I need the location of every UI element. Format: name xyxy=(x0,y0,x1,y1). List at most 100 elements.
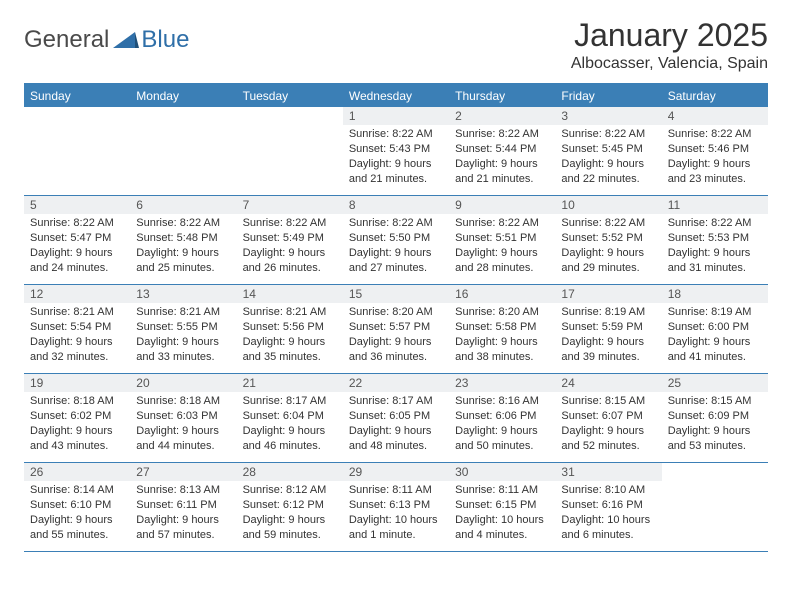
day-of-week-cell: Sunday xyxy=(24,85,130,107)
daylight-label: Daylight: xyxy=(30,514,76,526)
sunrise-value: 8:22 AM xyxy=(499,217,539,229)
sunset-line: Sunset: 6:09 PM xyxy=(668,409,762,424)
day-number: 24 xyxy=(555,374,661,392)
sunset-line: Sunset: 6:13 PM xyxy=(349,498,443,513)
sunset-label: Sunset: xyxy=(455,321,495,333)
daylight-label: Daylight: xyxy=(561,247,607,259)
sunset-label: Sunset: xyxy=(455,410,495,422)
day-body xyxy=(237,125,343,131)
day-of-week-cell: Monday xyxy=(130,85,236,107)
day-of-week-cell: Friday xyxy=(555,85,661,107)
sunrise-value: 8:22 AM xyxy=(711,128,751,140)
daylight-label: Daylight: xyxy=(136,247,182,259)
sunset-line: Sunset: 5:43 PM xyxy=(349,142,443,157)
sunrise-label: Sunrise: xyxy=(30,306,73,318)
sunrise-label: Sunrise: xyxy=(243,395,286,407)
sunset-value: 5:49 PM xyxy=(283,232,324,244)
day-cell: 19Sunrise: 8:18 AMSunset: 6:02 PMDayligh… xyxy=(24,374,130,462)
sunrise-label: Sunrise: xyxy=(668,306,711,318)
daylight-line: Daylight: 10 hours and 1 minute. xyxy=(349,513,443,543)
sunset-value: 5:58 PM xyxy=(495,321,536,333)
sunset-line: Sunset: 6:06 PM xyxy=(455,409,549,424)
sunrise-label: Sunrise: xyxy=(136,484,179,496)
sunset-label: Sunset: xyxy=(30,321,70,333)
sunset-label: Sunset: xyxy=(455,143,495,155)
day-number xyxy=(24,107,130,125)
daylight-label: Daylight: xyxy=(455,247,501,259)
daylight-line: Daylight: 9 hours and 21 minutes. xyxy=(455,157,549,187)
day-number: 30 xyxy=(449,463,555,481)
daylight-label: Daylight: xyxy=(561,425,607,437)
sunrise-value: 8:17 AM xyxy=(392,395,432,407)
sunrise-line: Sunrise: 8:14 AM xyxy=(30,483,124,498)
day-number xyxy=(237,107,343,125)
sunrise-label: Sunrise: xyxy=(243,306,286,318)
sunset-line: Sunset: 5:51 PM xyxy=(455,231,549,246)
sunset-value: 6:06 PM xyxy=(495,410,536,422)
day-cell: 3Sunrise: 8:22 AMSunset: 5:45 PMDaylight… xyxy=(555,107,661,195)
day-number: 6 xyxy=(130,196,236,214)
daylight-line: Daylight: 9 hours and 41 minutes. xyxy=(668,335,762,365)
day-cell: 11Sunrise: 8:22 AMSunset: 5:53 PMDayligh… xyxy=(662,196,768,284)
sunrise-label: Sunrise: xyxy=(349,306,392,318)
daylight-label: Daylight: xyxy=(243,247,289,259)
sunrise-value: 8:11 AM xyxy=(392,484,432,496)
sunrise-line: Sunrise: 8:22 AM xyxy=(561,216,655,231)
sunrise-line: Sunrise: 8:15 AM xyxy=(561,394,655,409)
sunset-line: Sunset: 5:50 PM xyxy=(349,231,443,246)
day-number: 3 xyxy=(555,107,661,125)
sunrise-label: Sunrise: xyxy=(30,395,73,407)
day-number: 2 xyxy=(449,107,555,125)
day-cell: 6Sunrise: 8:22 AMSunset: 5:48 PMDaylight… xyxy=(130,196,236,284)
title-block: January 2025 Albocasser, Valencia, Spain xyxy=(571,18,768,73)
day-number: 27 xyxy=(130,463,236,481)
sunset-line: Sunset: 6:07 PM xyxy=(561,409,655,424)
day-cell: 13Sunrise: 8:21 AMSunset: 5:55 PMDayligh… xyxy=(130,285,236,373)
day-cell: 20Sunrise: 8:18 AMSunset: 6:03 PMDayligh… xyxy=(130,374,236,462)
daylight-label: Daylight: xyxy=(455,158,501,170)
sunset-line: Sunset: 6:03 PM xyxy=(136,409,230,424)
sunrise-label: Sunrise: xyxy=(455,217,498,229)
sunset-value: 5:53 PM xyxy=(708,232,749,244)
week-row: 12Sunrise: 8:21 AMSunset: 5:54 PMDayligh… xyxy=(24,285,768,374)
day-of-week-cell: Wednesday xyxy=(343,85,449,107)
daylight-label: Daylight: xyxy=(30,336,76,348)
daylight-line: Daylight: 9 hours and 44 minutes. xyxy=(136,424,230,454)
sunset-label: Sunset: xyxy=(455,232,495,244)
week-row: 5Sunrise: 8:22 AMSunset: 5:47 PMDaylight… xyxy=(24,196,768,285)
day-cell: 14Sunrise: 8:21 AMSunset: 5:56 PMDayligh… xyxy=(237,285,343,373)
daylight-line: Daylight: 9 hours and 50 minutes. xyxy=(455,424,549,454)
sunrise-line: Sunrise: 8:22 AM xyxy=(668,216,762,231)
day-body: Sunrise: 8:22 AMSunset: 5:44 PMDaylight:… xyxy=(449,125,555,190)
day-number: 7 xyxy=(237,196,343,214)
sunrise-line: Sunrise: 8:16 AM xyxy=(455,394,549,409)
daylight-line: Daylight: 9 hours and 35 minutes. xyxy=(243,335,337,365)
daylight-line: Daylight: 9 hours and 52 minutes. xyxy=(561,424,655,454)
sunset-value: 5:47 PM xyxy=(70,232,111,244)
daylight-label: Daylight: xyxy=(243,514,289,526)
day-cell: 28Sunrise: 8:12 AMSunset: 6:12 PMDayligh… xyxy=(237,463,343,551)
day-of-week-cell: Thursday xyxy=(449,85,555,107)
sunrise-value: 8:21 AM xyxy=(286,306,326,318)
day-number: 8 xyxy=(343,196,449,214)
sunrise-value: 8:22 AM xyxy=(73,217,113,229)
day-number: 29 xyxy=(343,463,449,481)
day-body: Sunrise: 8:15 AMSunset: 6:07 PMDaylight:… xyxy=(555,392,661,457)
sunset-line: Sunset: 5:48 PM xyxy=(136,231,230,246)
day-body: Sunrise: 8:22 AMSunset: 5:53 PMDaylight:… xyxy=(662,214,768,279)
weeks-container: 1 Sunrise: 8:22 AM Sunset: 5:43 PM Daylight… xyxy=(24,107,768,552)
day-cell: 5Sunrise: 8:22 AMSunset: 5:47 PMDaylight… xyxy=(24,196,130,284)
day-body: Sunrise: 8:10 AMSunset: 6:16 PMDaylight:… xyxy=(555,481,661,546)
sunrise-label: Sunrise: xyxy=(455,128,498,140)
sunrise-value: 8:16 AM xyxy=(499,395,539,407)
sunrise-label: Sunrise: xyxy=(136,306,179,318)
sunset-value: 5:56 PM xyxy=(283,321,324,333)
sunset-label: Sunset: xyxy=(30,410,70,422)
sunrise-line: Sunrise: 8:22 AM xyxy=(243,216,337,231)
daylight-label: Daylight: xyxy=(561,336,607,348)
day-cell: 25Sunrise: 8:15 AMSunset: 6:09 PMDayligh… xyxy=(662,374,768,462)
day-number: 19 xyxy=(24,374,130,392)
day-cell: 27Sunrise: 8:13 AMSunset: 6:11 PMDayligh… xyxy=(130,463,236,551)
day-number: 1 xyxy=(343,107,449,125)
sunrise-label: Sunrise: xyxy=(668,395,711,407)
